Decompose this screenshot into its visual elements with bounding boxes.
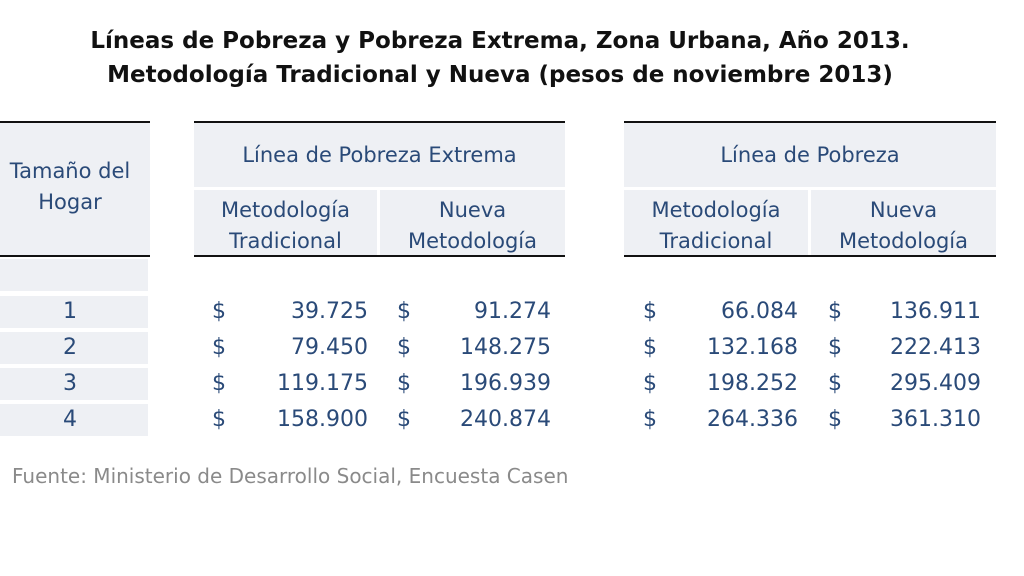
table-cell: 136.911 xyxy=(890,299,981,324)
group-1-sub-1-label: Metodología Tradicional xyxy=(194,195,377,257)
currency-symbol: $ xyxy=(643,335,657,360)
source-note: Fuente: Ministerio de Desarrollo Social,… xyxy=(12,464,569,488)
household-size: 1 xyxy=(63,299,77,324)
sub-label-line-2: Tradicional xyxy=(659,229,773,253)
top-rule-left xyxy=(0,121,150,123)
group-1-header-cell xyxy=(194,123,565,187)
group-1-sub-2-label: Nueva Metodología xyxy=(380,195,565,257)
table-cell: 148.275 xyxy=(460,335,551,360)
currency-symbol: $ xyxy=(212,371,226,396)
currency-symbol: $ xyxy=(212,299,226,324)
row-label-bg xyxy=(0,332,148,364)
title-line-1: Líneas de Pobreza y Pobreza Extrema, Zon… xyxy=(90,28,910,54)
currency-symbol: $ xyxy=(643,407,657,432)
currency-symbol: $ xyxy=(212,407,226,432)
header-bottom-rule-group-2 xyxy=(624,255,996,257)
page-title: Líneas de Pobreza y Pobreza Extrema, Zon… xyxy=(0,24,1000,92)
row-label-bg xyxy=(0,296,148,328)
group-2-sub-1-label: Metodología Tradicional xyxy=(624,195,808,257)
sub-label-line-2: Metodología xyxy=(838,229,968,253)
row-header-line-1: Tamaño del xyxy=(9,159,131,183)
table-cell: 39.725 xyxy=(291,299,368,324)
table-cell: 79.450 xyxy=(291,335,368,360)
currency-symbol: $ xyxy=(828,371,842,396)
group-2-label: Línea de Pobreza xyxy=(720,143,900,167)
group-1-sub-1-cell xyxy=(194,190,377,255)
table-cell: 132.168 xyxy=(707,335,798,360)
currency-symbol: $ xyxy=(828,407,842,432)
currency-symbol: $ xyxy=(212,335,226,360)
top-rule-group-1 xyxy=(194,121,565,123)
table-cell: 361.310 xyxy=(890,407,981,432)
table-cell: 222.413 xyxy=(890,335,981,360)
currency-symbol: $ xyxy=(643,371,657,396)
group-2-sub-2-cell xyxy=(811,190,996,255)
group-2-sub-2-label: Nueva Metodología xyxy=(811,195,996,257)
spacer-row xyxy=(0,259,148,291)
currency-symbol: $ xyxy=(397,407,411,432)
row-header-cell xyxy=(0,123,150,255)
currency-symbol: $ xyxy=(397,335,411,360)
group-1-sub-2-cell xyxy=(380,190,565,255)
table-cell: 158.900 xyxy=(277,407,368,432)
group-2-header-cell xyxy=(624,123,996,187)
currency-symbol: $ xyxy=(828,335,842,360)
row-header-line-2: Hogar xyxy=(38,190,102,214)
sub-label-line-1: Nueva xyxy=(438,198,507,222)
currency-symbol: $ xyxy=(643,299,657,324)
sub-label-line-1: Metodología xyxy=(651,198,781,222)
household-size: 4 xyxy=(63,407,77,432)
group-1-label: Línea de Pobreza Extrema xyxy=(242,143,517,167)
table-cell: 91.274 xyxy=(474,299,551,324)
currency-symbol: $ xyxy=(828,299,842,324)
table-cell: 295.409 xyxy=(890,371,981,396)
table-cell: 240.874 xyxy=(460,407,551,432)
header-bottom-rule-group-1 xyxy=(194,255,565,257)
group-2-sub-1-cell xyxy=(624,190,808,255)
currency-symbol: $ xyxy=(397,299,411,324)
header-bottom-rule-left xyxy=(0,255,150,257)
household-size: 2 xyxy=(63,335,77,360)
table-cell: 196.939 xyxy=(460,371,551,396)
table-cell: 66.084 xyxy=(721,299,798,324)
currency-symbol: $ xyxy=(397,371,411,396)
sub-label-line-1: Metodología xyxy=(220,198,350,222)
row-label-bg xyxy=(0,404,148,436)
sub-label-line-1: Nueva xyxy=(869,198,938,222)
household-size: 3 xyxy=(63,371,77,396)
table-cell: 119.175 xyxy=(277,371,368,396)
row-header-label: Tamaño del Hogar xyxy=(0,156,140,218)
title-line-2: Metodología Tradicional y Nueva (pesos d… xyxy=(107,62,893,88)
table-cell: 264.336 xyxy=(707,407,798,432)
sub-label-line-2: Tradicional xyxy=(229,229,342,253)
row-label-bg xyxy=(0,368,148,400)
top-rule-group-2 xyxy=(624,121,996,123)
table-cell: 198.252 xyxy=(707,371,798,396)
sub-label-line-2: Metodología xyxy=(407,229,537,253)
